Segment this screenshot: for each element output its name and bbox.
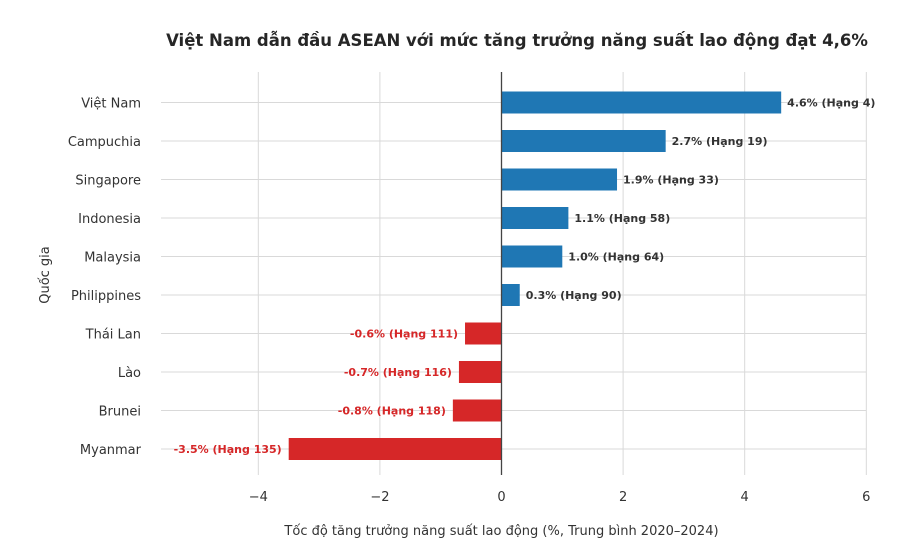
data-label-8: -0.7% (Hạng 116) <box>344 366 452 379</box>
y-tick-label: Myanmar <box>80 443 142 458</box>
x-axis-label: Tốc độ tăng trưởng năng suất lao động (%… <box>283 524 718 539</box>
data-label-1: 4.6% (Hạng 4) <box>787 97 875 110</box>
chart-title: Việt Nam dẫn đầu ASEAN với mức tăng trưở… <box>166 31 868 50</box>
data-label-10: -3.5% (Hạng 135) <box>174 443 282 456</box>
data-label-9: -0.8% (Hạng 118) <box>338 405 446 418</box>
bar-6 <box>501 284 520 306</box>
y-tick-label: Lào <box>118 366 141 381</box>
y-tick-label: Indonesia <box>78 212 141 227</box>
y-tick-label: Philippines <box>71 289 141 304</box>
y-tick-label: Thái Lan <box>85 328 141 343</box>
data-label-3: 1.9% (Hạng 33) <box>623 174 719 187</box>
bar-9 <box>452 399 502 422</box>
bar-10 <box>288 438 502 460</box>
x-tick-label: 4 <box>741 490 749 505</box>
bar-1 <box>501 91 782 114</box>
y-tick-label: Brunei <box>99 405 141 420</box>
y-tick-label: Malaysia <box>84 251 141 266</box>
bar-4 <box>501 207 569 229</box>
x-tick-label: 0 <box>497 490 505 505</box>
bar-2 <box>501 130 666 152</box>
y-tick-label: Singapore <box>75 174 141 189</box>
x-tick-label: 6 <box>862 490 870 505</box>
bar-5 <box>501 245 563 268</box>
x-tick-label: 2 <box>619 490 627 505</box>
y-tick-label: Campuchia <box>68 135 141 150</box>
data-label-6: 0.3% (Hạng 90) <box>526 289 622 302</box>
y-tick-label: Việt Nam <box>81 97 141 112</box>
bar-8 <box>458 361 502 383</box>
bar-3 <box>501 168 618 191</box>
x-tick-label: −4 <box>249 490 268 505</box>
y-axis-label: Quốc gia <box>38 246 53 304</box>
data-label-7: -0.6% (Hạng 111) <box>350 328 458 341</box>
bar-7 <box>465 322 502 345</box>
data-label-2: 2.7% (Hạng 19) <box>672 135 768 148</box>
data-label-4: 1.1% (Hạng 58) <box>574 212 670 225</box>
x-tick-label: −2 <box>370 490 389 505</box>
data-label-5: 1.0% (Hạng 64) <box>568 251 664 264</box>
